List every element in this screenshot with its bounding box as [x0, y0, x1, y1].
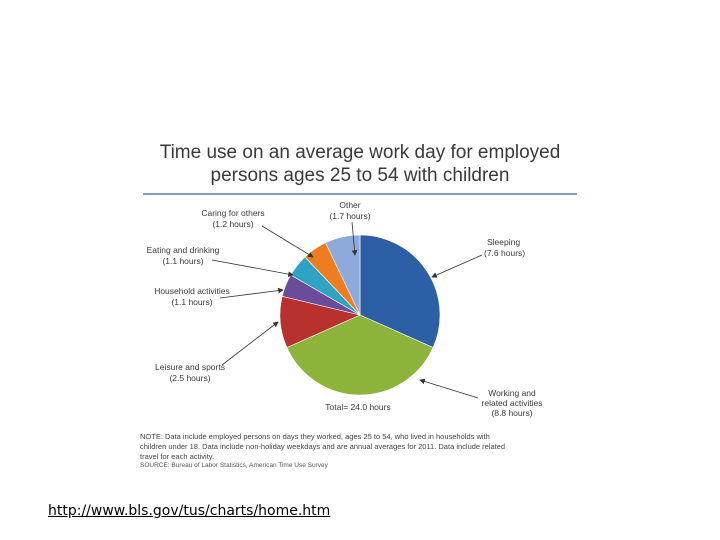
leader-arrow-sleeping: [431, 254, 483, 278]
value-sleeping: (7.6 hours): [484, 248, 525, 258]
leader-arrow-caring-for-others: [261, 225, 314, 258]
leader-arrow-working: [419, 378, 479, 399]
chart-note: NOTE: Data include employed persons on d…: [140, 432, 580, 462]
note-line-2: children under 18. Data include non-holi…: [140, 442, 506, 451]
pie-slice-sleeping: [359, 234, 441, 348]
pie-slice-working-and-related-activities: [286, 314, 434, 396]
value-caring-for-others: (1.2 hours): [212, 219, 253, 229]
title-divider: [143, 193, 577, 195]
label-working-line-2: related activities: [482, 398, 543, 408]
label-household-activities: Household activities: [154, 286, 230, 296]
chart-title-line-2: persons ages 25 to 54 with children: [210, 165, 510, 186]
label-caring-for-others: Caring for others: [201, 208, 264, 218]
chart-source: SOURCE: Bureau of Labor Statistics, Amer…: [140, 462, 328, 469]
chart-title-line-1: Time use on an average work day for empl…: [159, 142, 561, 163]
pie-slices: [279, 234, 441, 396]
label-working: Working and: [488, 388, 536, 398]
value-leisure-and-sports: (2.5 hours): [169, 373, 210, 383]
pie-slice-other: [325, 234, 361, 316]
leader-arrow-leisure-and-sports: [221, 321, 279, 366]
label-eating-and-drinking: Eating and drinking: [147, 245, 220, 255]
total-label: Total= 24.0 hours: [325, 402, 390, 412]
value-other: (1.7 hours): [329, 211, 370, 221]
label-sleeping: Sleeping: [487, 237, 520, 247]
label-other: Other: [339, 200, 360, 210]
leader-arrows: [211, 221, 483, 399]
leader-arrow-eating-and-drinking: [211, 259, 294, 277]
value-working: (8.8 hours): [491, 408, 532, 418]
value-household-activities: (1.1 hours): [171, 297, 212, 307]
note-line-1: NOTE: Data include employed persons on d…: [140, 432, 490, 441]
label-leisure-and-sports: Leisure and sports: [155, 362, 225, 372]
source-link[interactable]: http://www.bls.gov/tus/charts/home.htm: [48, 503, 331, 519]
leader-arrow-other: [351, 221, 358, 256]
value-eating-and-drinking: (1.1 hours): [162, 256, 203, 266]
leader-arrow-household-activities: [219, 287, 284, 299]
chart-title: Time use on an average work day for empl…: [140, 141, 580, 187]
note-line-3: travel for each activity.: [140, 452, 215, 461]
